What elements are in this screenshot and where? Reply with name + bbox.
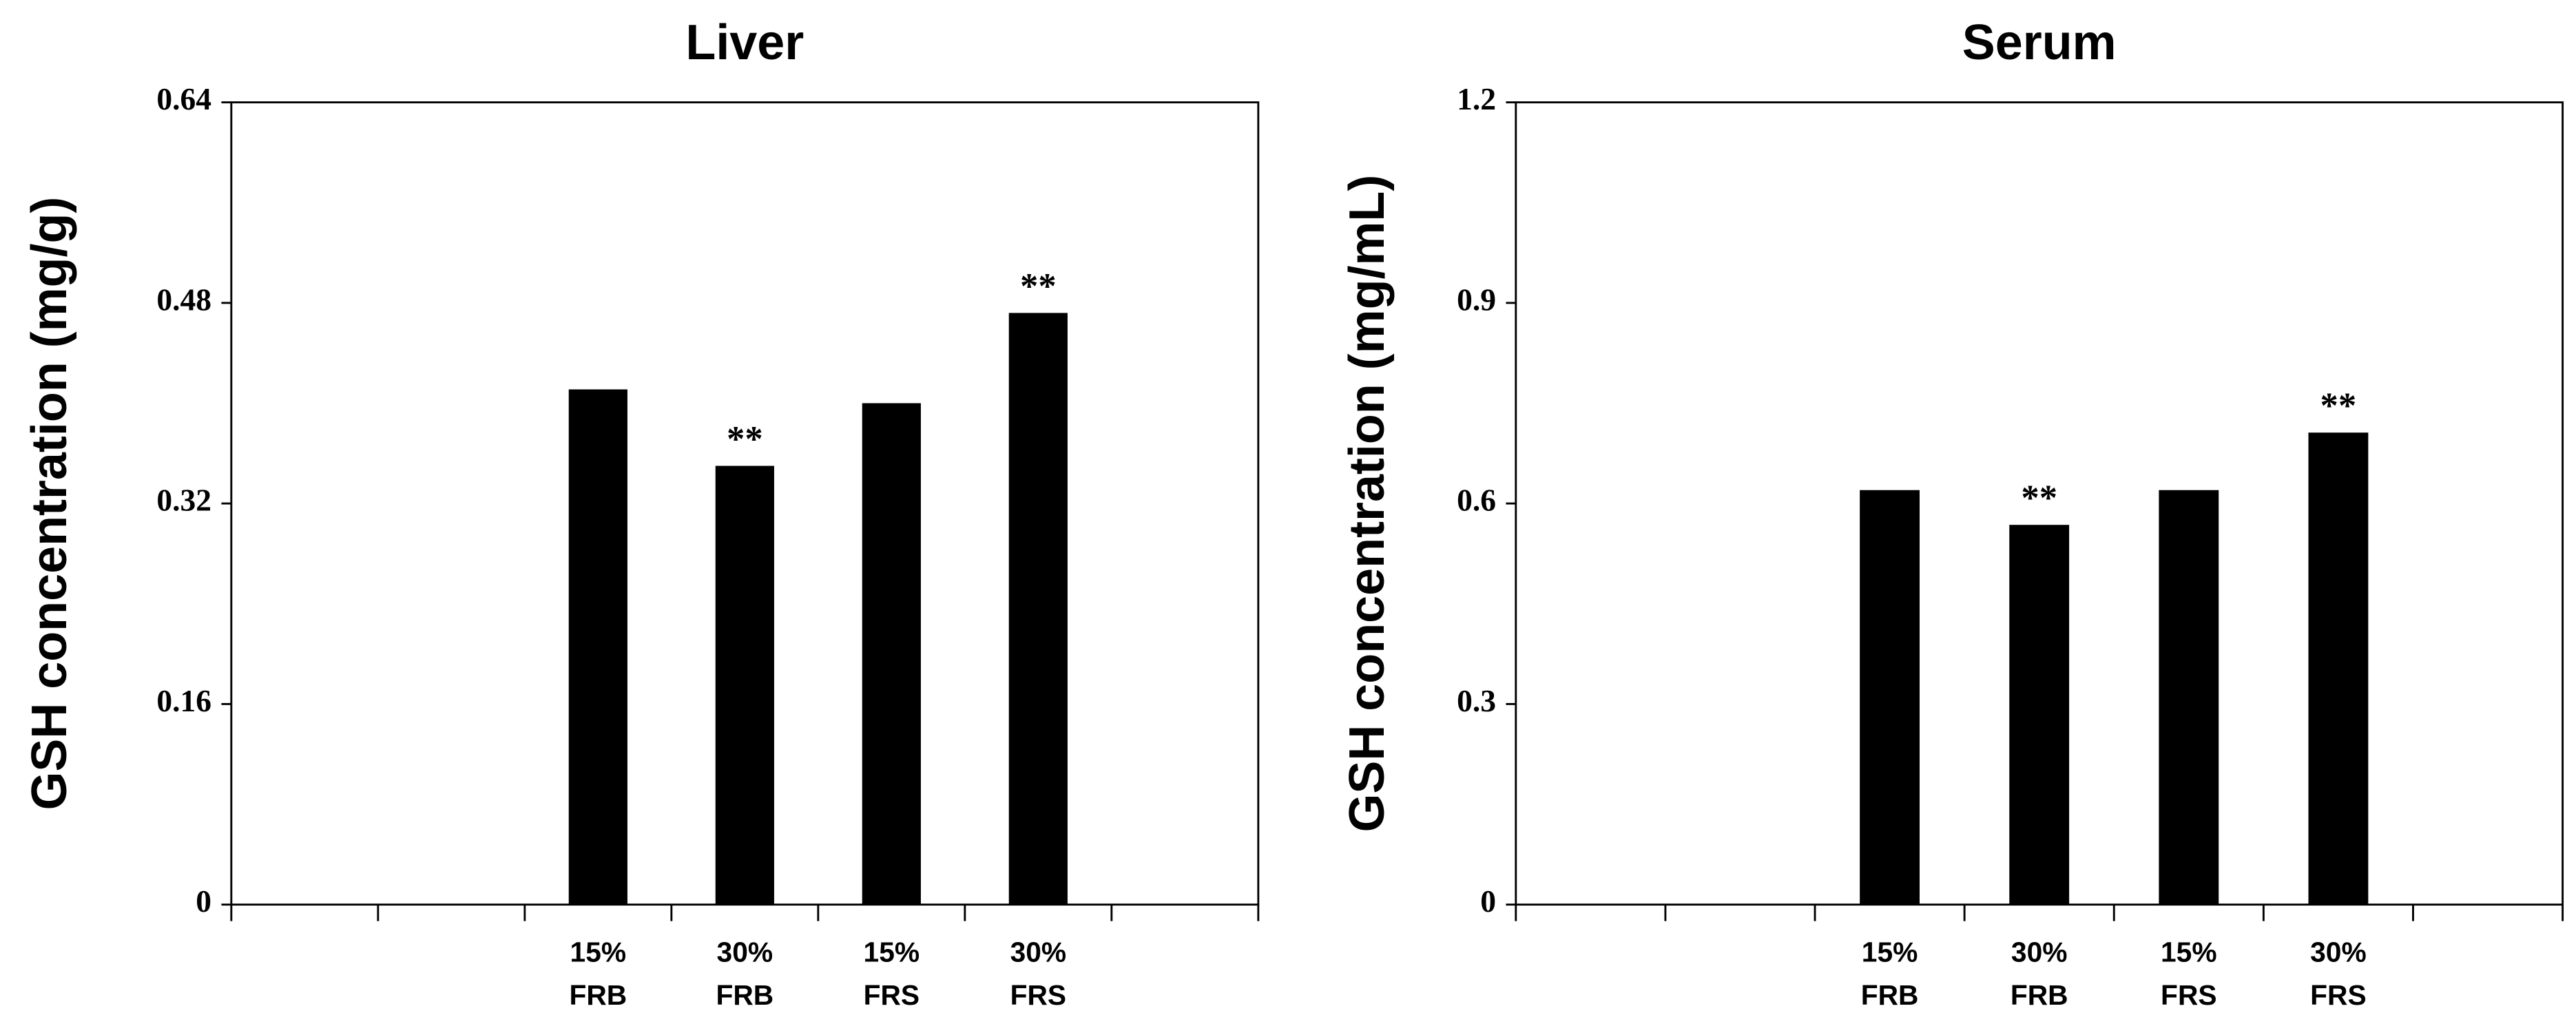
y-tick-label: 0.6 bbox=[1457, 483, 1496, 518]
y-tick-label: 0.32 bbox=[156, 483, 211, 518]
bar bbox=[862, 403, 921, 905]
x-tick-label: 15% FRB bbox=[1861, 936, 1919, 1010]
x-tick-label: 15% FRS bbox=[2161, 936, 2217, 1010]
y-tick-label: 0.48 bbox=[156, 282, 211, 317]
bar bbox=[568, 389, 627, 905]
y-tick-label: 0 bbox=[1480, 884, 1496, 919]
significance-mark: ** bbox=[2021, 479, 2057, 519]
y-tick-label: 0.16 bbox=[156, 683, 211, 718]
bar bbox=[2159, 490, 2219, 905]
x-tick-label: 30% FRS bbox=[2310, 936, 2367, 1010]
significance-mark: ** bbox=[727, 419, 763, 459]
bar bbox=[2009, 525, 2070, 905]
y-tick-label: 0 bbox=[196, 884, 211, 919]
x-tick-label: 30% FRB bbox=[716, 936, 773, 1010]
bar bbox=[715, 466, 774, 905]
bar bbox=[2308, 432, 2369, 905]
bar bbox=[1008, 313, 1068, 905]
y-tick-label: 0.64 bbox=[156, 81, 211, 116]
x-tick-label: 30% FRB bbox=[2011, 936, 2068, 1010]
chart-title: Serum bbox=[1962, 15, 2117, 70]
significance-mark: ** bbox=[1020, 266, 1057, 306]
bar bbox=[1860, 490, 1920, 905]
y-tick-label: 1.2 bbox=[1457, 81, 1496, 116]
chart-title: Liver bbox=[685, 15, 804, 70]
y-axis-label: GSH concentration (mg/g) bbox=[22, 197, 77, 811]
y-axis-label: GSH concentration (mg/mL) bbox=[1340, 175, 1395, 833]
x-tick-label: 15% FRS bbox=[864, 936, 920, 1010]
significance-mark: ** bbox=[2320, 386, 2357, 426]
y-tick-label: 0.3 bbox=[1457, 683, 1496, 718]
y-tick-label: 0.9 bbox=[1457, 282, 1496, 317]
x-tick-label: 15% FRB bbox=[569, 936, 627, 1010]
x-tick-label: 30% FRS bbox=[1010, 936, 1067, 1010]
